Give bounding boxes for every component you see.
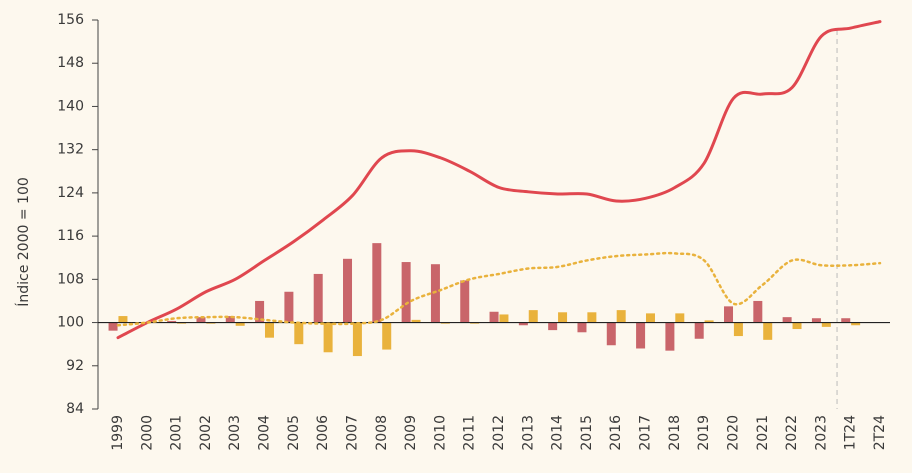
x-tick-label: 2018: [667, 415, 683, 451]
x-tick-label: 2016: [608, 415, 624, 451]
bar: [294, 322, 304, 345]
bar: [323, 322, 333, 353]
bar: [196, 317, 206, 323]
x-tick-label: 1999: [110, 415, 126, 451]
bar: [792, 322, 802, 330]
line: [116, 251, 882, 327]
bar: [108, 322, 118, 331]
bar: [606, 322, 616, 346]
y-tick-label: 116: [57, 228, 84, 244]
x-tick-label: 2017: [638, 415, 654, 451]
x-tick-label: 2001: [169, 415, 185, 451]
bar: [587, 312, 597, 323]
y-tick-label: 84: [66, 401, 84, 417]
bar: [528, 310, 538, 323]
bar: [753, 300, 763, 323]
bar: [694, 322, 704, 339]
bar: [782, 317, 792, 323]
x-tick-label: 2022: [784, 415, 800, 451]
bar: [645, 313, 655, 323]
bar: [118, 316, 128, 323]
bar: [235, 322, 245, 326]
bar: [499, 314, 509, 323]
x-tick-label: 2006: [315, 415, 331, 451]
bar: [811, 318, 821, 323]
bar: [430, 264, 440, 323]
y-tick-label: 156: [57, 12, 84, 28]
bar: [489, 311, 499, 323]
bar: [763, 322, 773, 340]
x-tick-label: 2009: [403, 415, 419, 451]
x-tick-label: 2010: [432, 415, 448, 451]
x-tick-label: 2003: [227, 415, 243, 451]
x-tick-label: 2012: [491, 415, 507, 451]
bar: [616, 310, 626, 323]
x-tick-label: 2004: [257, 415, 273, 451]
bar: [343, 258, 353, 323]
y-axis-label: Índice 2000 = 100: [15, 177, 32, 307]
bar: [821, 322, 831, 327]
y-tick-label: 92: [66, 358, 84, 374]
bar: [411, 319, 421, 323]
y-tick-label: 148: [57, 55, 84, 71]
line: [116, 20, 882, 340]
bar: [255, 300, 265, 323]
bar: [724, 306, 734, 323]
y-tick-label: 132: [57, 142, 84, 158]
x-tick-label: 2015: [579, 415, 595, 451]
bar: [460, 280, 470, 323]
x-tick-label: 2002: [198, 415, 214, 451]
bar: [401, 262, 411, 323]
x-tick-label: 2007: [344, 415, 360, 451]
x-tick-label: 2019: [696, 415, 712, 451]
bar: [665, 322, 675, 351]
x-tick-label: 2013: [520, 415, 536, 451]
bar: [841, 318, 851, 323]
bar: [264, 322, 274, 338]
bar: [352, 322, 362, 357]
x-tick-label: 2023: [813, 415, 829, 451]
bar: [167, 320, 177, 323]
bar: [558, 312, 568, 323]
x-tick-label: 2T24: [872, 415, 888, 450]
bar: [518, 322, 528, 326]
bar: [372, 243, 382, 323]
x-tick-label: 2005: [286, 415, 302, 451]
bar: [636, 322, 646, 349]
bar: [851, 322, 861, 326]
x-tick-label: 2020: [725, 415, 741, 451]
bar: [284, 291, 294, 323]
x-tick-label: 2021: [755, 415, 771, 451]
bar: [577, 322, 587, 333]
bar: [225, 316, 235, 323]
x-tick-label: 2014: [550, 415, 566, 451]
y-tick-label: 124: [57, 185, 84, 201]
y-tick-label: 108: [57, 271, 84, 287]
bar: [733, 322, 743, 337]
x-tick-label: 2008: [374, 415, 390, 451]
bar: [382, 322, 392, 350]
x-tick-label: 2000: [139, 415, 155, 451]
y-tick-label: 140: [57, 98, 84, 114]
x-tick-label: 2011: [462, 415, 478, 451]
bar: [704, 320, 714, 323]
bar: [548, 322, 558, 331]
x-tick-label: 1T24: [843, 415, 859, 450]
bar: [313, 273, 323, 323]
bar: [675, 313, 685, 323]
y-tick-label: 100: [57, 315, 84, 331]
